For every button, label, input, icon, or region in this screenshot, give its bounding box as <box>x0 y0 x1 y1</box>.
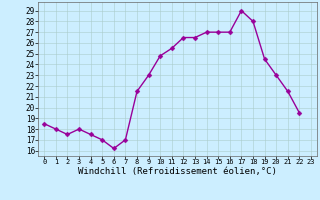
X-axis label: Windchill (Refroidissement éolien,°C): Windchill (Refroidissement éolien,°C) <box>78 167 277 176</box>
